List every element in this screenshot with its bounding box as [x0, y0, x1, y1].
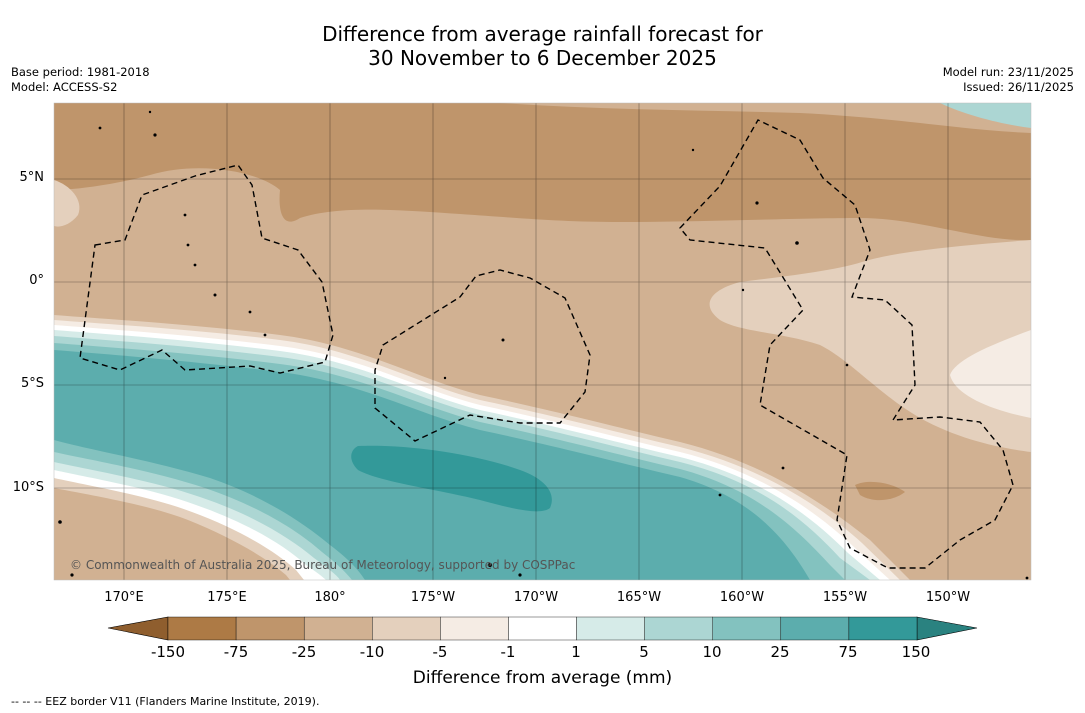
x-tick-170w: 170°W — [513, 590, 559, 605]
map-frame — [53, 102, 1032, 581]
colorbar-bin-5 — [508, 616, 577, 641]
y-tick-10s: 10°S — [12, 480, 44, 495]
model-run: Model run: 23/11/2025 — [942, 65, 1074, 79]
colorbar-bin-0 — [167, 616, 237, 641]
colorbar-bin-10 — [848, 616, 918, 641]
y-tick-5s: 5°S — [20, 376, 44, 391]
colorbar-max-extend — [916, 616, 978, 641]
colorbar-bin-2 — [303, 616, 373, 641]
x-tick-175w: 175°W — [410, 590, 456, 605]
x-tick-160w: 160°W — [719, 590, 765, 605]
colorbar-bin-8 — [712, 616, 782, 641]
region-wet-corner — [940, 103, 1031, 128]
colorbar-bin-6 — [576, 616, 645, 641]
base-period: Base period: 1981-2018 — [11, 65, 150, 79]
region-wettest — [351, 445, 552, 512]
map-field — [54, 103, 1031, 580]
y-tick-0: 0° — [29, 273, 44, 288]
region-top-strip — [500, 103, 1031, 133]
cb-label-m75: -75 — [223, 643, 249, 661]
model-name: Model: ACCESS-S2 — [11, 80, 118, 94]
cb-label-m5: -5 — [432, 643, 448, 661]
colorbar-bin-3 — [372, 616, 441, 641]
meta-left: Base period: 1981-2018 Model: ACCESS-S2 — [11, 65, 150, 95]
x-tick-170e: 170°E — [104, 590, 144, 605]
y-tick-5n: 5°N — [19, 170, 45, 185]
colorbar-title: Difference from average (mm) — [412, 668, 673, 688]
x-tick-180: 180° — [314, 590, 346, 605]
gridlines — [54, 103, 1031, 580]
eez-borders — [79, 119, 1014, 569]
eez-tuvalu — [79, 164, 334, 374]
x-tick-155w: 155°W — [822, 590, 868, 605]
meta-right: Model run: 23/11/2025 Issued: 26/11/2025 — [943, 65, 1074, 95]
cb-label-150: 150 — [901, 643, 931, 661]
cb-label-5: 5 — [639, 643, 649, 661]
region-dry-blob — [855, 481, 905, 501]
region-east-lighter — [950, 330, 1031, 418]
region-dry-north — [54, 103, 1031, 241]
colorbar — [107, 616, 978, 641]
eez-kiribati — [679, 119, 1014, 569]
map-title: Difference from average rainfall forecas… — [0, 22, 1085, 70]
title-line-2: 30 November to 6 December 2025 — [368, 46, 717, 70]
band-return-6 — [54, 488, 290, 580]
region-east-light — [709, 240, 1031, 452]
title-line-1: Difference from average rainfall forecas… — [322, 22, 763, 46]
colorbar-bin-1 — [235, 616, 305, 641]
colorbar-min-extend — [107, 616, 169, 641]
eez-legend: -- -- -- EEZ border V11 (Flanders Marine… — [11, 695, 320, 708]
cb-label-m25: -25 — [291, 643, 317, 661]
region-patch-left — [54, 180, 80, 227]
cb-label-75: 75 — [838, 643, 858, 661]
cb-label-m10: -10 — [359, 643, 385, 661]
copyright-credit: © Commonwealth of Australia 2025, Bureau… — [70, 558, 576, 572]
cb-label-25: 25 — [770, 643, 790, 661]
colorbar-bin-4 — [440, 616, 509, 641]
colorbar-bins — [167, 616, 918, 641]
cb-label-m150: -150 — [150, 643, 186, 661]
x-tick-150w: 150°W — [925, 590, 971, 605]
cb-label-m1: -1 — [500, 643, 516, 661]
islands — [58, 110, 1029, 580]
x-tick-165w: 165°W — [616, 590, 662, 605]
x-tick-175e: 175°E — [207, 590, 247, 605]
cb-label-10: 10 — [702, 643, 722, 661]
eez-tokelau — [374, 269, 591, 442]
colorbar-bin-7 — [644, 616, 713, 641]
colorbar-bin-9 — [780, 616, 850, 641]
cb-label-1: 1 — [571, 643, 581, 661]
issued-date: Issued: 26/11/2025 — [963, 80, 1074, 94]
